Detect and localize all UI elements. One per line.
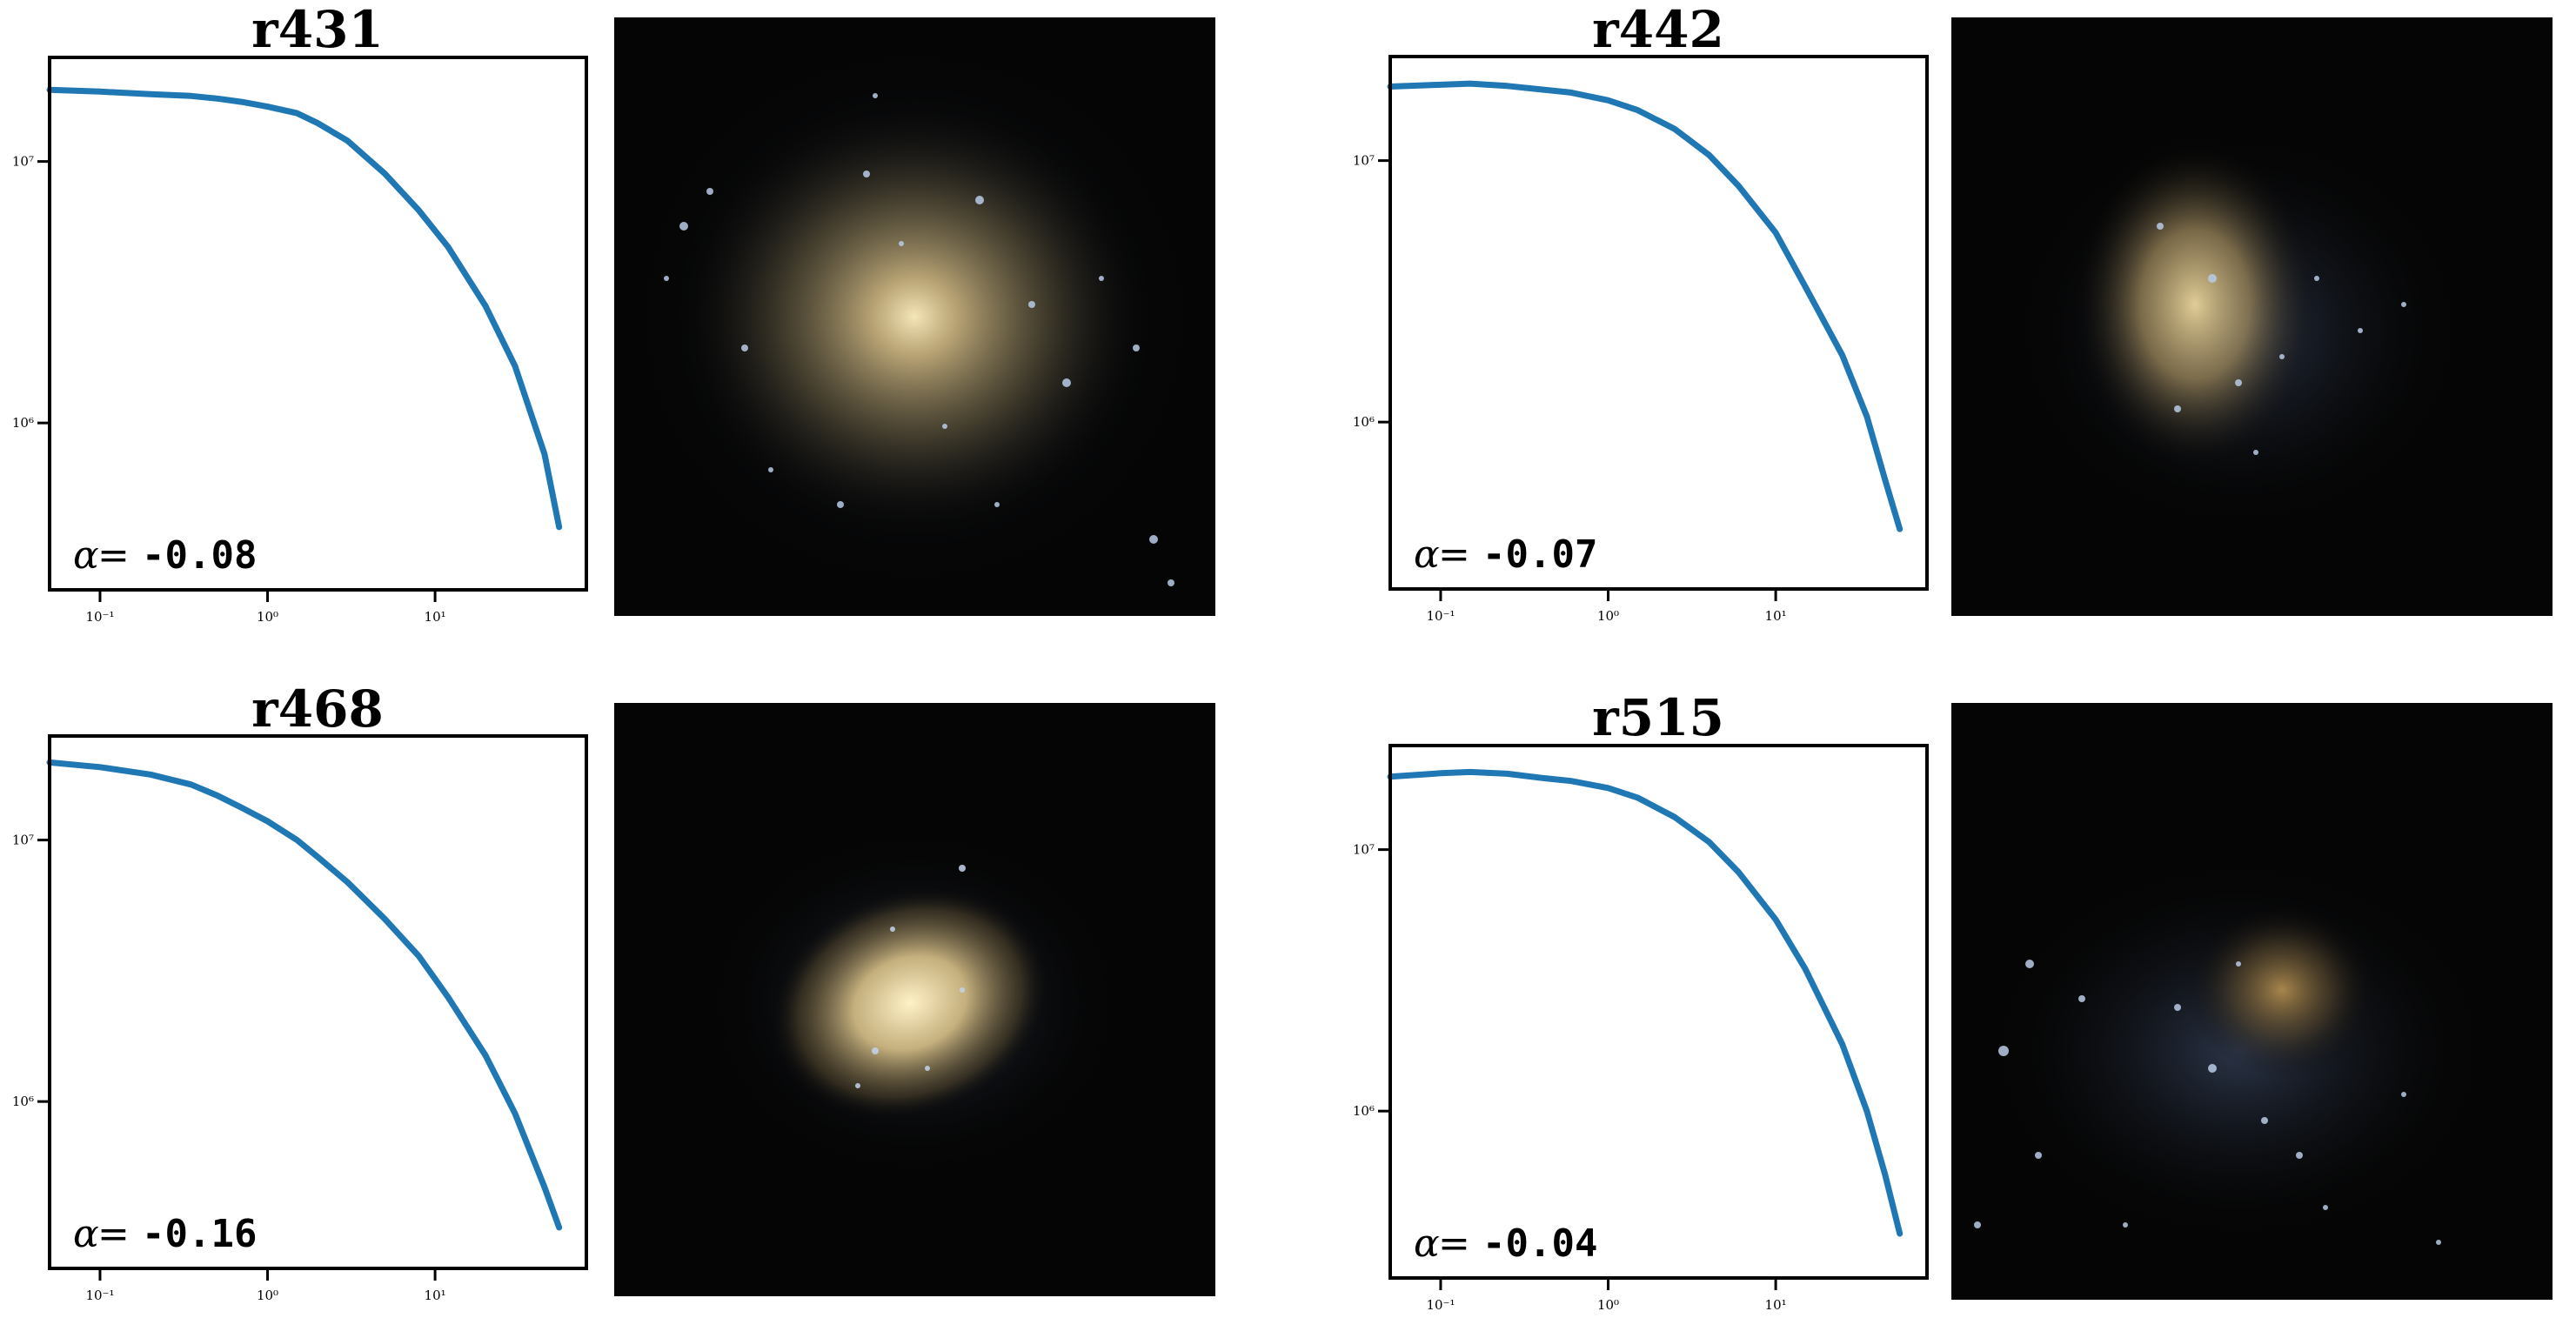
galaxy-image	[614, 703, 1215, 1296]
x-tick-label: 10⁻¹	[1426, 608, 1455, 624]
panel-r431: r431 10⁻¹ 10⁰ 10¹ 10⁶ 10⁷ α = -0.08	[12, 0, 1215, 625]
panel-r468: r468 10⁻¹ 10⁰ 10¹ 10⁶ 10⁷ α = -0.16	[12, 679, 1215, 1303]
x-tick-label: 10⁻¹	[85, 609, 114, 625]
svg-text:=: =	[97, 1212, 130, 1256]
profile-line	[46, 86, 563, 531]
y-tick-label: 10⁷	[12, 154, 34, 170]
y-tick-label: 10⁶	[12, 1094, 34, 1109]
x-tick-label: 10¹	[1765, 1297, 1787, 1313]
profile-line	[1387, 80, 1904, 532]
panel-title: r515	[1592, 688, 1724, 747]
profile-plot: 10⁻¹ 10⁰ 10¹ 10⁶ 10⁷	[12, 56, 588, 625]
svg-text:α: α	[73, 1212, 99, 1256]
panel-title: r468	[251, 679, 384, 739]
svg-text:α: α	[1414, 532, 1440, 577]
x-tick-label: 10¹	[1765, 608, 1787, 624]
axes-frame	[48, 734, 588, 1270]
x-tick-label: 10⁻¹	[85, 1288, 114, 1303]
x-tick-label: 10⁰	[1597, 1297, 1619, 1313]
y-tick-label: 10⁷	[12, 833, 34, 848]
y-tick-label: 10⁶	[1353, 1103, 1375, 1119]
x-tick-label: 10¹	[425, 1288, 446, 1303]
profile-line	[46, 759, 563, 1231]
alpha-value: -0.08	[142, 533, 257, 578]
profile-plot: 10⁻¹ 10⁰ 10¹ 10⁶ 10⁷	[1353, 744, 1929, 1313]
x-tick-label: 10¹	[425, 609, 446, 625]
x-tick-label: 10⁻¹	[1426, 1297, 1455, 1313]
y-tick-label: 10⁷	[1353, 842, 1375, 858]
alpha-annotation: α = -0.08	[73, 533, 257, 578]
x-tick-label: 10⁰	[257, 609, 278, 625]
x-tick-label: 10⁰	[1597, 608, 1619, 624]
axes-frame	[1388, 55, 1929, 591]
axes-frame	[48, 56, 588, 592]
galaxy-image	[1951, 17, 2553, 616]
galaxy-image	[1951, 703, 2553, 1300]
alpha-value: -0.07	[1482, 532, 1597, 577]
galaxy-image	[614, 17, 1215, 616]
alpha-value: -0.16	[142, 1212, 257, 1256]
svg-text:α: α	[73, 533, 99, 578]
panel-title: r431	[251, 0, 384, 59]
panel-r442: r442 10⁻¹ 10⁰ 10¹ 10⁶ 10⁷ α = -0.07	[1353, 0, 2553, 624]
svg-text:=: =	[1438, 1221, 1470, 1266]
profile-plot: 10⁻¹ 10⁰ 10¹ 10⁶ 10⁷	[1353, 55, 1929, 624]
y-tick-label: 10⁶	[12, 415, 34, 431]
alpha-annotation: α = -0.04	[1414, 1221, 1597, 1266]
svg-text:=: =	[97, 533, 130, 578]
alpha-annotation: α = -0.16	[73, 1212, 257, 1256]
y-tick-label: 10⁶	[1353, 414, 1375, 430]
panel-title: r442	[1592, 0, 1724, 59]
alpha-annotation: α = -0.07	[1414, 532, 1597, 577]
svg-text:α: α	[1414, 1221, 1440, 1266]
panel-r515: r515 10⁻¹ 10⁰ 10¹ 10⁶ 10⁷ α = -0.04	[1353, 688, 2553, 1313]
profile-plot: 10⁻¹ 10⁰ 10¹ 10⁶ 10⁷	[12, 734, 588, 1303]
y-tick-label: 10⁷	[1353, 153, 1375, 169]
profile-line	[1387, 768, 1904, 1237]
svg-text:=: =	[1438, 532, 1470, 577]
x-tick-label: 10⁰	[257, 1288, 278, 1303]
alpha-value: -0.04	[1482, 1221, 1597, 1266]
axes-frame	[1388, 744, 1929, 1280]
